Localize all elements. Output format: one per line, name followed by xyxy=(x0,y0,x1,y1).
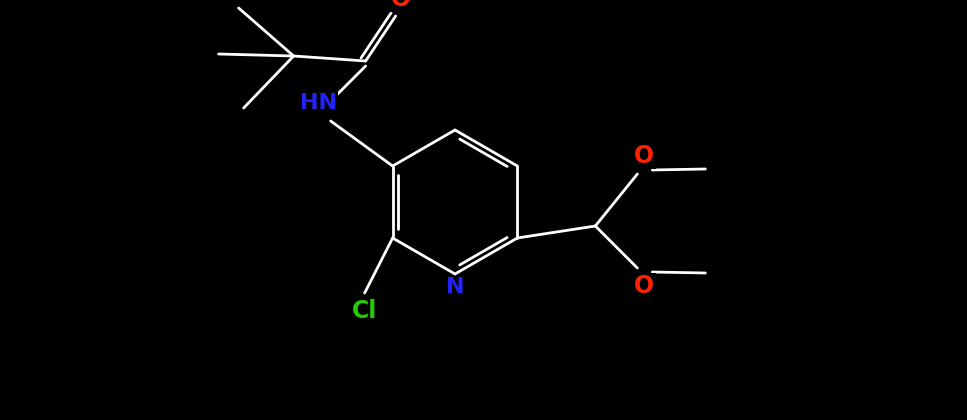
Text: HN: HN xyxy=(300,93,337,113)
Text: N: N xyxy=(446,277,464,297)
Text: O: O xyxy=(634,144,655,168)
Text: Cl: Cl xyxy=(352,299,377,323)
Text: O: O xyxy=(391,0,411,11)
Text: O: O xyxy=(634,274,655,298)
